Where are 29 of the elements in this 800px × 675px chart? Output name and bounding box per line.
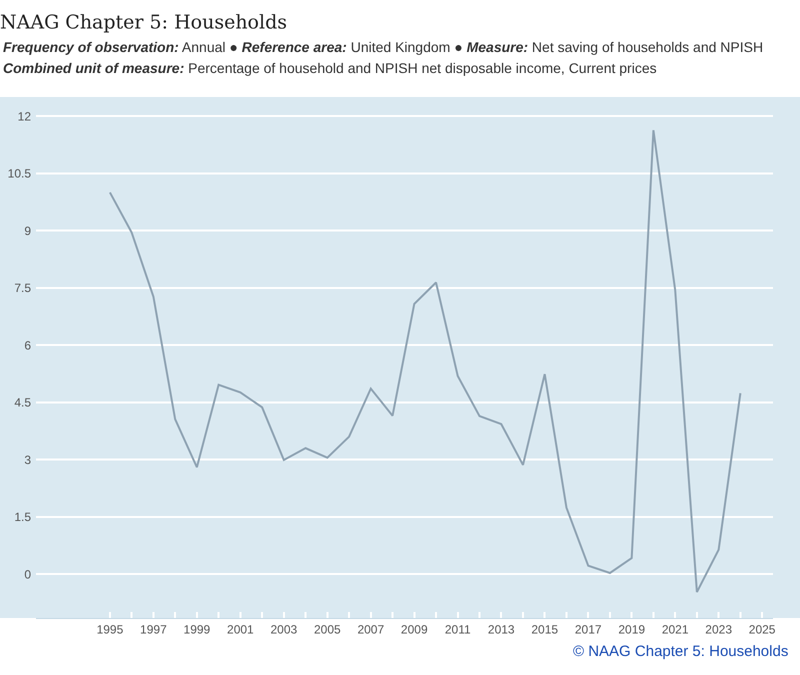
x-tick-label: 2013: [488, 622, 515, 636]
line-series: [108, 129, 742, 594]
text: © NAAG Chapter 5: Households: [573, 643, 788, 660]
x-tick-label: 1995: [96, 622, 124, 636]
y-tick-label: 3: [24, 452, 32, 467]
y-tick-label: 9: [24, 224, 32, 238]
x-tick-label: 2015: [531, 622, 558, 636]
y-tick-label: 12: [18, 109, 32, 124]
x-tick-label: 2011: [444, 622, 471, 636]
text: Frequency of observation: Annual ● Reference area: United Kingdom ● Measure: Net saving of households and NPISH Combined unit of measure: Percentage of household and NPISH net disposable income, Current prices: [3, 39, 764, 76]
x-tick-label: 2003: [270, 622, 298, 636]
x-tick-label: 2023: [705, 622, 732, 636]
y-tick-label: 6: [24, 338, 32, 352]
y-tick-label: 1.5: [14, 510, 32, 524]
y-tick-label: 10.5: [8, 166, 32, 181]
x-tick-label: 2001: [227, 622, 254, 636]
x-tick-label: 2007: [357, 622, 384, 636]
x-tick-label: 2025: [748, 622, 776, 636]
x-tick-label: 2009: [400, 622, 428, 636]
chart-title: NAAG Chapter 5: Households: [0, 12, 287, 34]
x-tick-label: 1999: [184, 622, 211, 636]
x-tick-label: 2019: [618, 622, 646, 636]
y-tick-label: 7.5: [14, 281, 32, 296]
x-tick-label: 2021: [662, 622, 689, 636]
x-tick-label: 2005: [314, 622, 341, 636]
x-tick-label: 1997: [140, 622, 168, 636]
y-tick-label: 4.5: [14, 396, 32, 410]
x-tick-label: 2017: [574, 622, 602, 636]
y-tick-label: 0: [24, 567, 32, 582]
